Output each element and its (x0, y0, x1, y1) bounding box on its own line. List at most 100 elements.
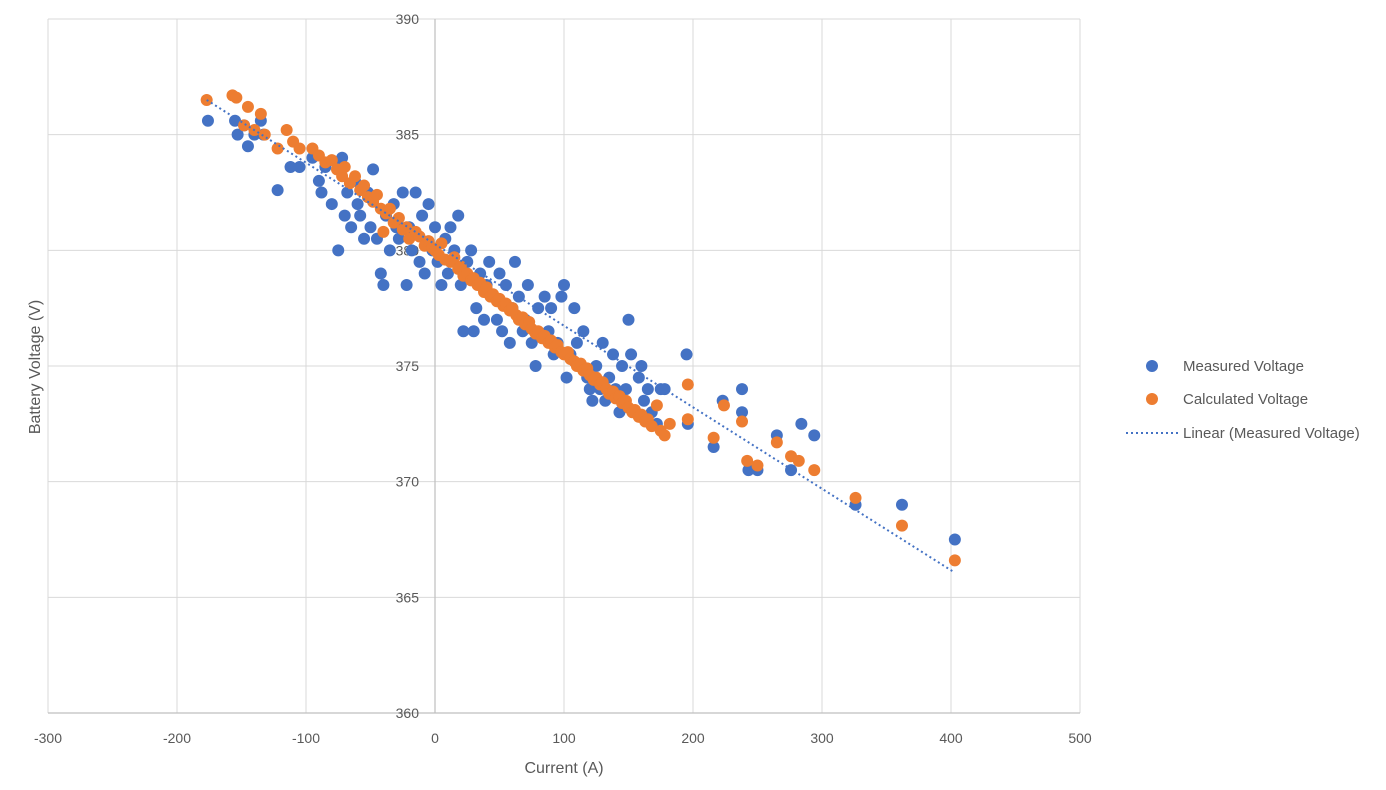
x-tick-label: 0 (431, 730, 439, 746)
x-tick-label: -300 (34, 730, 62, 746)
y-tick-label: 390 (396, 11, 420, 27)
measured-voltage-point (607, 348, 620, 361)
measured-voltage-point (383, 244, 396, 257)
measured-voltage-point (336, 151, 349, 164)
measured-voltage-point (392, 232, 405, 245)
legend-marker-calculated (1146, 393, 1158, 405)
calculated-voltage-point (645, 420, 658, 433)
linear-trendline (206, 99, 955, 573)
x-tick-label: -100 (292, 730, 320, 746)
measured-voltage-point (367, 163, 380, 176)
calculated-voltage-point (681, 378, 694, 391)
measured-voltage-point (444, 221, 457, 234)
measured-voltage-point (795, 417, 808, 430)
measured-voltage-point (429, 221, 441, 234)
x-tick-label: 500 (1068, 730, 1092, 746)
y-tick-label: 360 (396, 705, 420, 721)
measured-voltage-point (416, 209, 429, 222)
measured-voltage-point (613, 406, 626, 419)
measured-voltage-point (418, 267, 431, 280)
calculated-voltage-point (241, 100, 254, 113)
calculated-voltage-point (258, 128, 271, 141)
measured-voltage-point (351, 198, 364, 211)
data-points (200, 89, 961, 567)
measured-voltage-point (555, 290, 568, 303)
measured-voltage-point (545, 302, 558, 315)
measured-voltage-point (493, 267, 506, 280)
measured-voltage-point (405, 244, 418, 257)
measured-voltage-point (680, 348, 693, 361)
measured-voltage-point (503, 336, 516, 349)
y-tick-label: 365 (396, 589, 420, 605)
calculated-voltage-point (392, 211, 405, 224)
measured-voltage-point (641, 383, 654, 396)
measured-voltage-point (736, 383, 749, 396)
calculated-voltage-point (435, 237, 448, 250)
calculated-voltage-point (849, 491, 862, 504)
calculated-voltage-point (349, 170, 362, 183)
calculated-voltage-point (383, 202, 396, 215)
legend-label-calculated: Calculated Voltage (1183, 391, 1308, 408)
calculated-voltage-point (338, 161, 351, 174)
calculated-voltage-point (448, 251, 461, 264)
measured-voltage-point (616, 360, 629, 372)
measured-voltage-point (345, 221, 358, 234)
measured-voltage-point (596, 336, 609, 349)
calculated-voltage-point (370, 188, 383, 201)
x-tick-label: 400 (939, 730, 963, 746)
measured-voltage-point (413, 255, 426, 268)
measured-voltage-point (400, 279, 413, 292)
measured-voltage-point (529, 360, 542, 372)
measured-voltage-point (948, 533, 961, 546)
measured-voltage-point (364, 221, 377, 234)
calculated-voltage-point (230, 91, 243, 104)
measured-voltage-point (465, 244, 478, 257)
calculated-voltage-point (271, 142, 284, 155)
measured-voltage-point (532, 302, 545, 315)
measured-voltage-point (374, 267, 387, 280)
measured-voltage-point (707, 440, 720, 453)
calculated-voltage-point (650, 399, 663, 412)
measured-voltage-point (354, 209, 367, 222)
x-tick-label: -200 (163, 730, 191, 746)
measured-voltage-point (558, 279, 570, 292)
y-tick-labels: 360365370375380385390 (396, 11, 420, 721)
measured-voltage-point (490, 313, 503, 326)
calculated-voltage-point (663, 417, 676, 430)
measured-voltage-point (312, 174, 325, 187)
calculated-voltage-point (358, 179, 371, 192)
measured-voltage-point (338, 209, 351, 222)
measured-voltage-point (358, 232, 371, 245)
calculated-voltage-point (741, 454, 754, 467)
legend-marker-measured (1146, 360, 1158, 372)
measured-voltage-point (470, 302, 483, 315)
calculated-voltage-point (808, 464, 821, 477)
calculated-voltage-point (413, 230, 426, 243)
x-tick-label: 200 (681, 730, 705, 746)
y-tick-label: 385 (396, 127, 420, 143)
measured-voltage-point (635, 360, 648, 372)
x-tick-label: 300 (810, 730, 834, 746)
measured-voltage-point (560, 371, 573, 384)
measured-voltage-point (231, 128, 244, 141)
calculated-voltage-point (336, 170, 349, 183)
measured-voltage-point (577, 325, 590, 338)
measured-voltage-point (499, 279, 512, 292)
measured-voltage-point (377, 279, 390, 292)
measured-voltage-point (622, 313, 635, 326)
measured-voltage-point (467, 325, 480, 338)
measured-voltage-point (525, 336, 538, 349)
measured-voltage-point (483, 255, 496, 268)
calculated-voltage-point (717, 399, 730, 412)
measured-voltage-point (478, 313, 491, 326)
measured-voltage-point (583, 383, 596, 396)
calculated-voltage-point (895, 519, 908, 532)
measured-voltage-point (422, 198, 435, 211)
measured-voltage-point (538, 290, 551, 303)
measured-voltage-point (586, 394, 599, 407)
calculated-voltage-point (681, 413, 694, 426)
measured-voltage-point (637, 394, 650, 407)
calculated-voltage-point (751, 459, 764, 472)
calculated-voltage-point (707, 431, 720, 444)
x-tick-labels: -300 -200 -100 0 100 200 300 400 500 (34, 730, 1092, 746)
